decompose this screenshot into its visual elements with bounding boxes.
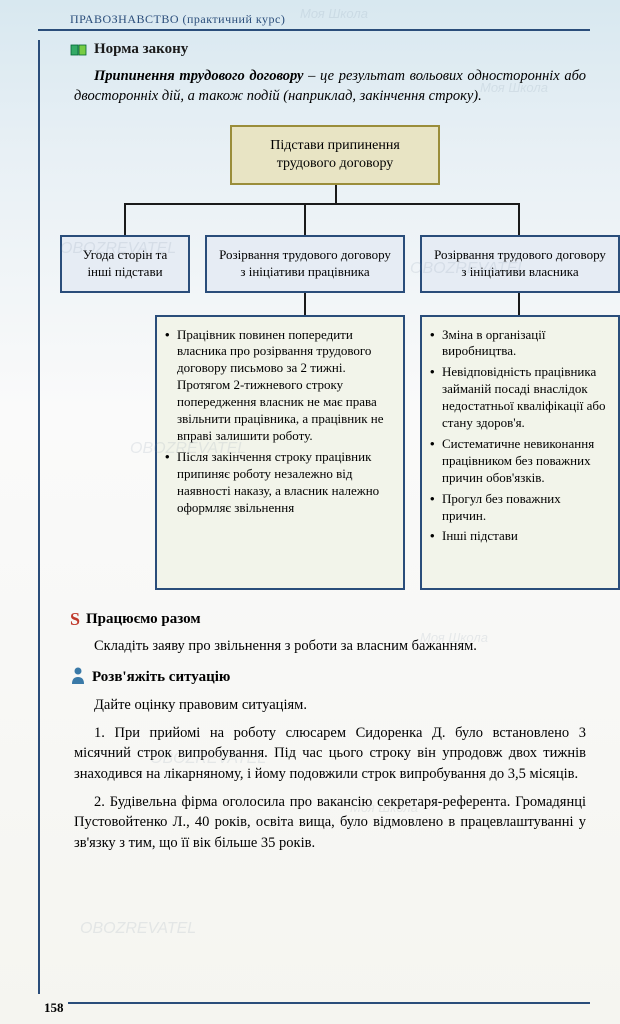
section-title-text: Норма закону: [94, 41, 188, 58]
section-work-together: S Працюємо разом: [70, 609, 590, 630]
infinity-icon: S: [70, 609, 80, 630]
person-icon: [70, 666, 86, 689]
situation-intro: Дайте оцінку правовим ситуаціям.: [74, 695, 586, 715]
diagram-branch-1: Угода сторін та інші підстави: [60, 235, 190, 293]
diagram-branch-2: Розірвання трудового договору з ініціати…: [205, 235, 405, 293]
list-item: Інші підстави: [442, 528, 608, 545]
section-solve-situation: Розв'яжіть ситуацію: [70, 666, 590, 689]
situation-2: 2. Будівельна фірма оголосила про ваканс…: [74, 792, 586, 853]
list-item: Невідповідність працівника займаній поса…: [442, 364, 608, 432]
watermark: OBOZREVATEL: [80, 920, 196, 938]
task-text: Складіть заяву про звільнення з роботи з…: [74, 636, 586, 656]
page-number: 158: [44, 1000, 64, 1016]
list-item: Систематичне невиконання працівником без…: [442, 436, 608, 487]
list-item: Зміна в організації виробництва.: [442, 327, 608, 361]
margin-rule: [38, 40, 40, 994]
flowchart: Підстави припинення трудового договору У…: [60, 125, 610, 595]
definition-paragraph: Припинення трудового договору – це резул…: [74, 66, 586, 107]
connector: [518, 203, 520, 235]
footer-rule: [68, 1002, 590, 1004]
list-item: Працівник повинен попередити власника пр…: [177, 327, 393, 445]
detail-list: Зміна в організації виробництва. Невідпо…: [428, 327, 608, 546]
situation-1: 1. При прийомі на роботу слюсарем Сидоре…: [74, 723, 586, 784]
connector: [518, 293, 520, 315]
connector: [335, 185, 337, 203]
section-norma-zakonu: Норма закону: [70, 41, 590, 58]
connector: [304, 203, 306, 235]
section-title-text: Працюємо разом: [86, 611, 201, 628]
diagram-detail-employee: Працівник повинен попередити власника пр…: [155, 315, 405, 590]
connector: [124, 203, 520, 205]
book-icon: [70, 43, 88, 57]
connector: [124, 203, 126, 235]
diagram-detail-owner: Зміна в організації виробництва. Невідпо…: [420, 315, 620, 590]
definition-term: Припинення трудового договору: [94, 68, 303, 84]
list-item: Прогул без поважних причин.: [442, 491, 608, 525]
list-item: Після закінчення строку працівник припин…: [177, 449, 393, 517]
textbook-page: ПРАВОЗНАВСТВО (практичний курс) Норма за…: [0, 0, 620, 1024]
connector: [304, 293, 306, 315]
running-header: ПРАВОЗНАВСТВО (практичний курс): [70, 12, 590, 27]
header-rule: [38, 29, 590, 31]
diagram-root: Підстави припинення трудового договору: [230, 125, 440, 185]
section-title-text: Розв'яжіть ситуацію: [92, 669, 230, 686]
detail-list: Працівник повинен попередити власника пр…: [163, 327, 393, 517]
diagram-branch-3: Розірвання трудового договору з ініціати…: [420, 235, 620, 293]
